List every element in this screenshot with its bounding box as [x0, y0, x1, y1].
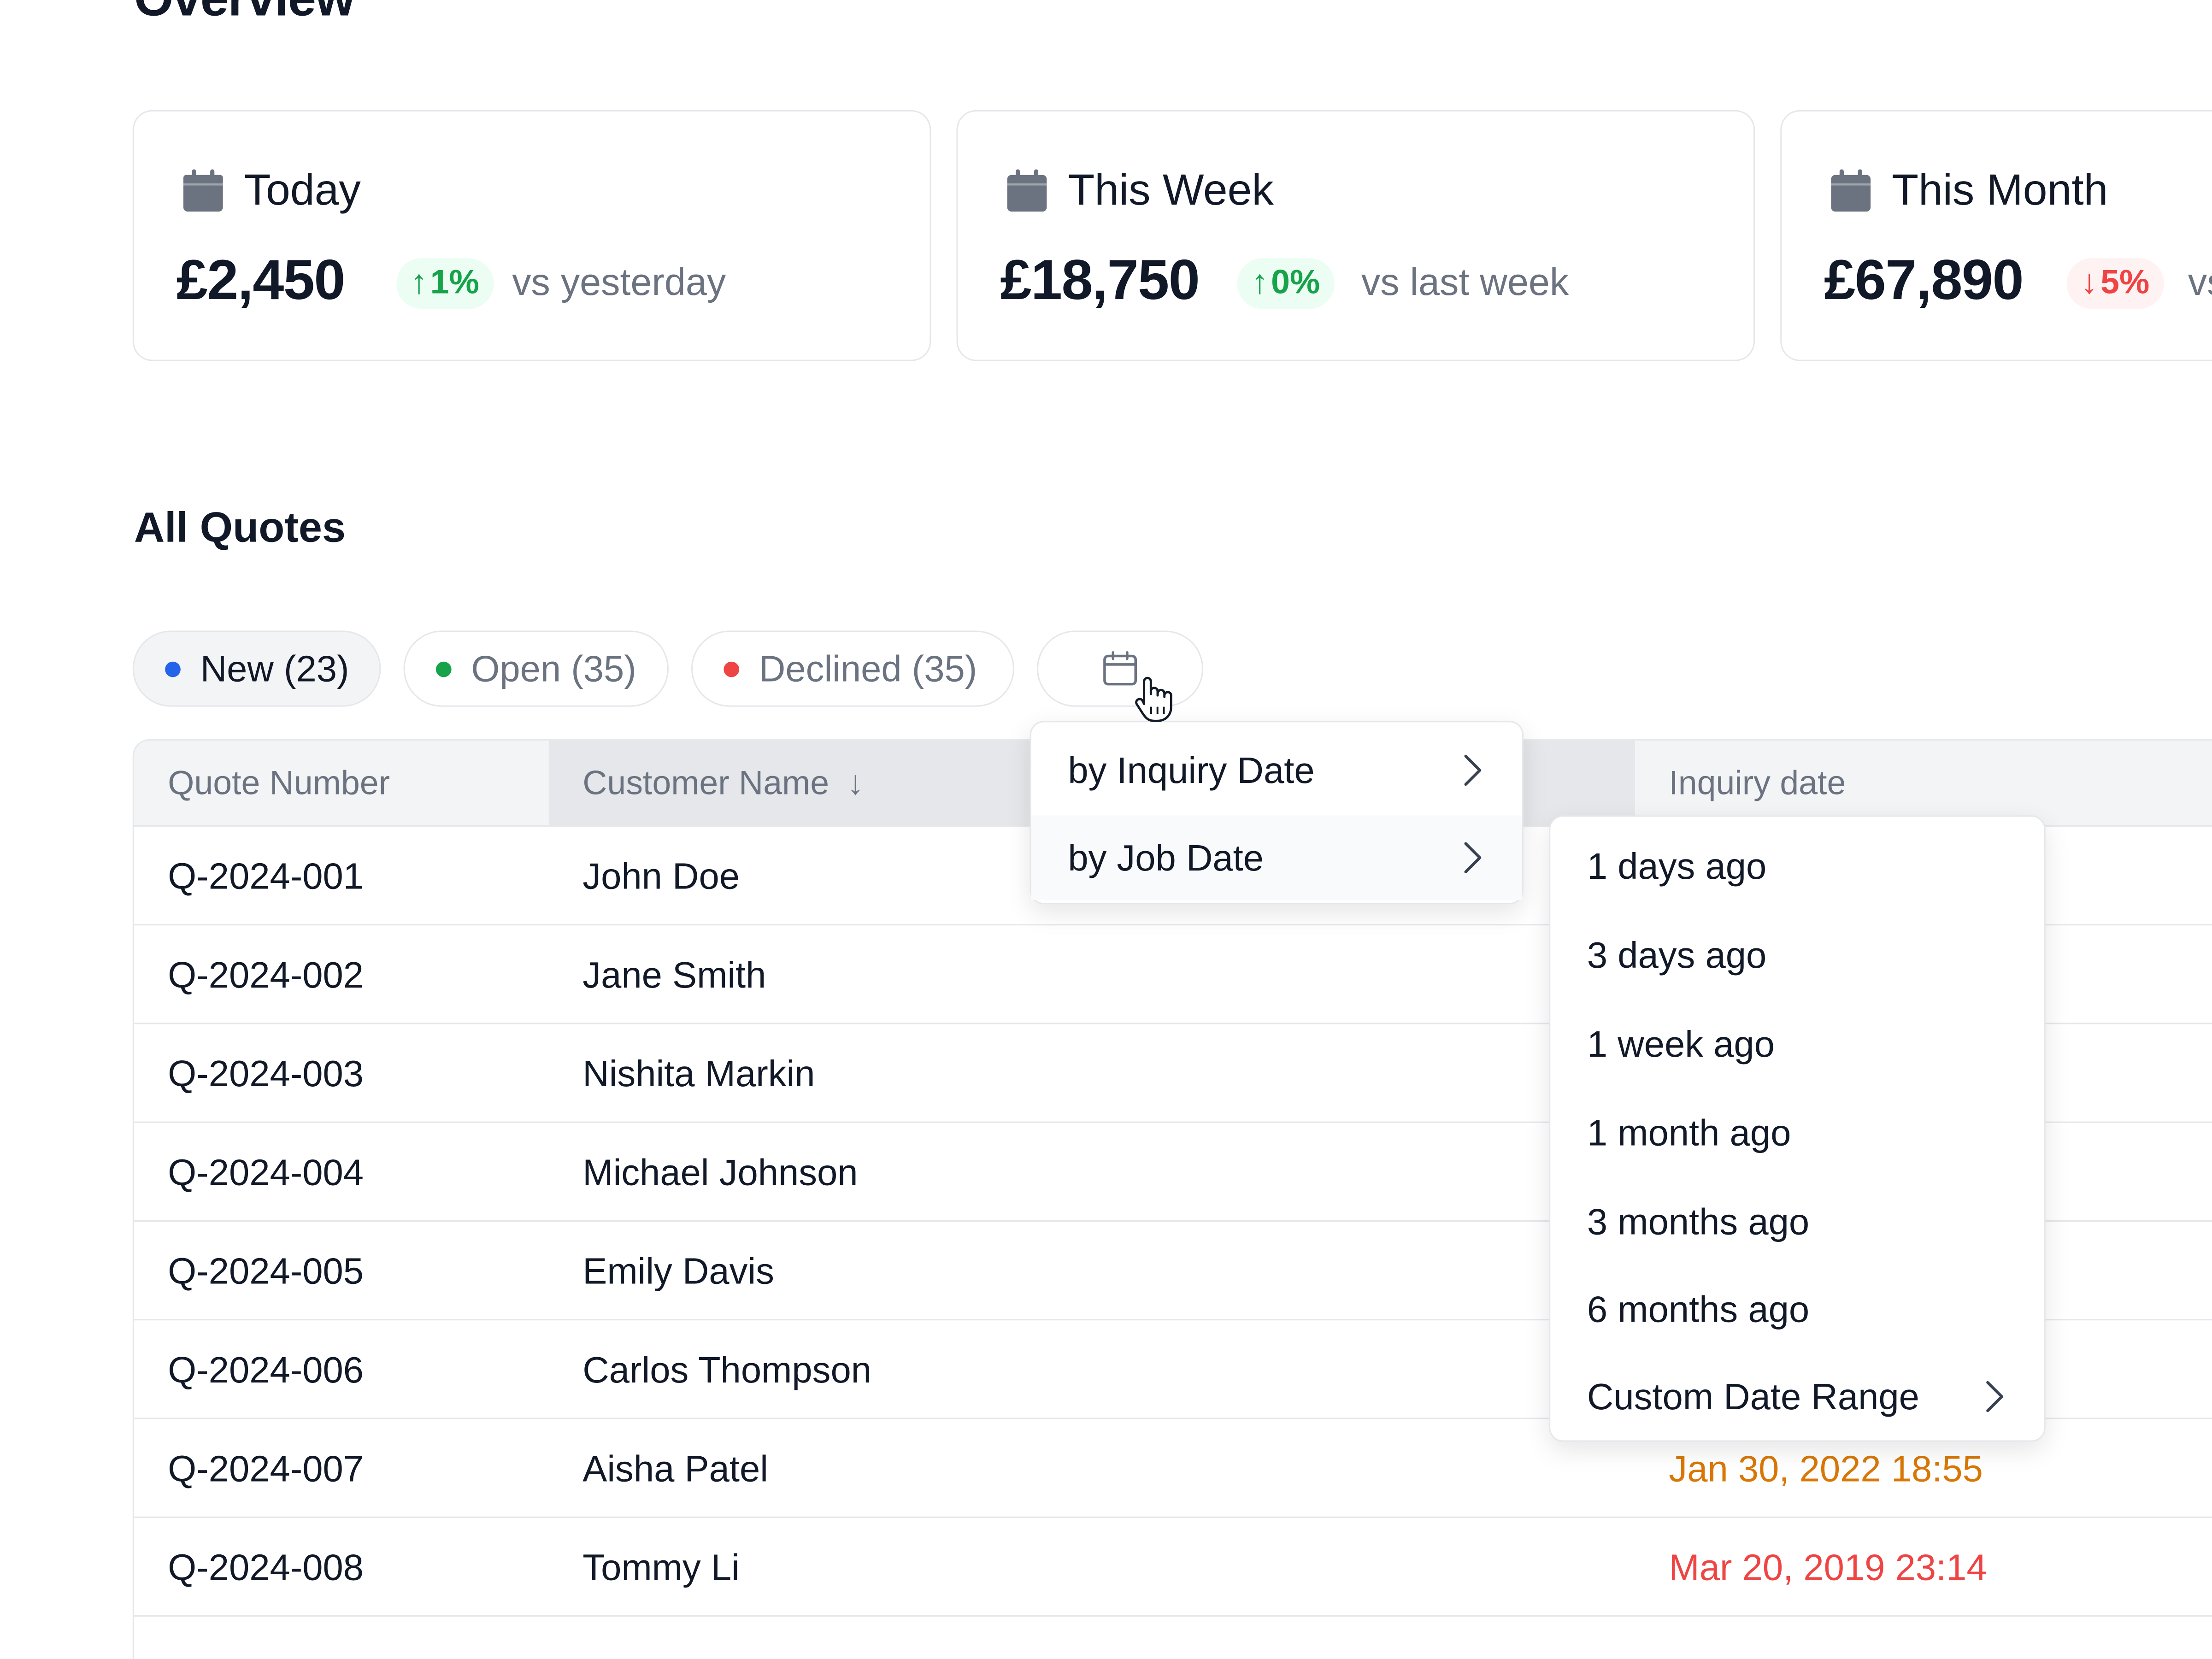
chevron-right-icon [1464, 754, 1482, 786]
card-compare-text: vs last week [1361, 261, 1569, 304]
summary-card-this-week: This Week £18,750 ↑ 0% vs last week [956, 110, 1755, 361]
table-row[interactable]: Q-2024-006 Carlos Thompson [134, 1319, 2212, 1419]
arrow-up-icon: ↑ [1251, 264, 1269, 302]
column-inquiry-date[interactable]: Inquiry date [1669, 765, 1846, 803]
menu-item-3-days-ago[interactable]: 3 days ago [1587, 934, 1767, 977]
section-title: All Quotes [134, 505, 346, 552]
quote-number: Q-2024-001 [168, 855, 364, 897]
quote-number: Q-2024-003 [168, 1052, 364, 1095]
table-row[interactable]: Q-2024-001 John Doe [134, 825, 2212, 926]
filter-new[interactable]: New (23) [132, 630, 381, 707]
date-range-submenu: 1 days ago 3 days ago 1 week ago 1 month… [1549, 815, 2046, 1442]
menu-item-6-months-ago[interactable]: 6 months ago [1587, 1288, 1810, 1330]
customer-name: Carlos Thompson [582, 1348, 872, 1391]
page-title: Overview [134, 0, 355, 28]
card-label: This Week [1068, 165, 1274, 215]
table-row[interactable]: Q-2024-005 Emily Davis [134, 1220, 2212, 1321]
card-label: Today [244, 165, 361, 215]
card-delta-badge: ↓ 5% [2066, 258, 2164, 309]
card-delta-badge: ↑ 0% [1237, 258, 1334, 309]
card-compare-text: vs yesterday [512, 261, 726, 304]
date-filter-button[interactable] [1036, 630, 1204, 707]
customer-name: Aisha Patel [582, 1447, 768, 1490]
table-row[interactable]: Q-2024-007 Aisha Patel Jan 30, 2022 18:5… [134, 1418, 2212, 1518]
summary-card-this-month: This Month £67,890 ↓5% vs last month [1780, 110, 2212, 361]
calendar-icon [1831, 169, 1871, 212]
arrow-down-icon: ↓ [2081, 264, 2098, 302]
card-amount: £18,750 [1000, 249, 1200, 312]
inquiry-date: Mar 20, 2019 23:14 [1669, 1546, 1987, 1588]
card-amount: £67,890 [1824, 249, 2024, 312]
date-filter-menu: by Inquiry Date by Job Date [1030, 721, 1524, 905]
calendar-icon [1103, 651, 1137, 686]
arrow-down-icon: ↓ [847, 765, 864, 803]
chevron-right-icon [1986, 1381, 2003, 1412]
quotes-table: Quote Number Customer Name ↓ Inquiry dat… [132, 739, 2212, 1659]
quote-number: Q-2024-005 [168, 1250, 364, 1293]
summary-card-today: Today £2,450 ↑ 1% vs yesterday [132, 110, 931, 361]
card-delta-badge: ↑ 1% [396, 258, 494, 309]
customer-name: Emily Davis [582, 1250, 774, 1293]
quote-number: Q-2024-008 [168, 1546, 364, 1588]
menu-item-3-months-ago[interactable]: 3 months ago [1587, 1200, 1810, 1243]
calendar-icon [183, 169, 223, 212]
customer-name: Jane Smith [582, 953, 766, 996]
customer-name: John Doe [582, 855, 740, 897]
table-row[interactable]: Q-2024-008 Tommy Li Mar 20, 2019 23:14 [134, 1517, 2212, 1617]
inquiry-date: Jan 30, 2022 18:55 [1669, 1447, 1983, 1490]
chevron-right-icon [1464, 842, 1482, 873]
status-dot [435, 661, 452, 677]
customer-name: Tommy Li [582, 1546, 740, 1588]
quote-number: Q-2024-002 [168, 953, 364, 996]
card-amount: £2,450 [176, 249, 346, 312]
filter-declined[interactable]: Declined (35) [691, 630, 1015, 707]
calendar-icon [1007, 169, 1047, 212]
menu-item-1-month-ago[interactable]: 1 month ago [1587, 1112, 1791, 1154]
table-row[interactable]: Q-2024-004 Michael Johnson [134, 1122, 2212, 1222]
quote-number: Q-2024-007 [168, 1447, 364, 1490]
filter-open[interactable]: Open (35) [403, 630, 669, 707]
menu-item-by-job-date[interactable]: by Job Date [1031, 815, 1523, 900]
card-compare-text: vs last month [2188, 261, 2212, 304]
arrow-up-icon: ↑ [410, 264, 428, 302]
quote-number: Q-2024-004 [168, 1151, 364, 1194]
status-dot [165, 661, 181, 677]
table-row[interactable]: Q-2024-002 Jane Smith [134, 924, 2212, 1024]
customer-name: Nishita Markin [582, 1052, 815, 1095]
table-row[interactable]: Q-2024-003 Nishita Markin [134, 1023, 2212, 1123]
hand-cursor-icon [1135, 677, 1172, 722]
quote-number: Q-2024-006 [168, 1348, 364, 1391]
column-quote-number[interactable]: Quote Number [168, 765, 390, 803]
menu-item-1-week-ago[interactable]: 1 week ago [1587, 1023, 1775, 1065]
menu-item-custom-date-range[interactable]: Custom Date Range [1550, 1353, 2044, 1441]
menu-item-by-inquiry-date[interactable]: by Inquiry Date [1031, 728, 1522, 813]
status-dot [724, 661, 740, 677]
menu-item-1-days-ago[interactable]: 1 days ago [1587, 845, 1767, 888]
customer-name: Michael Johnson [582, 1151, 858, 1194]
card-label: This Month [1892, 165, 2108, 215]
